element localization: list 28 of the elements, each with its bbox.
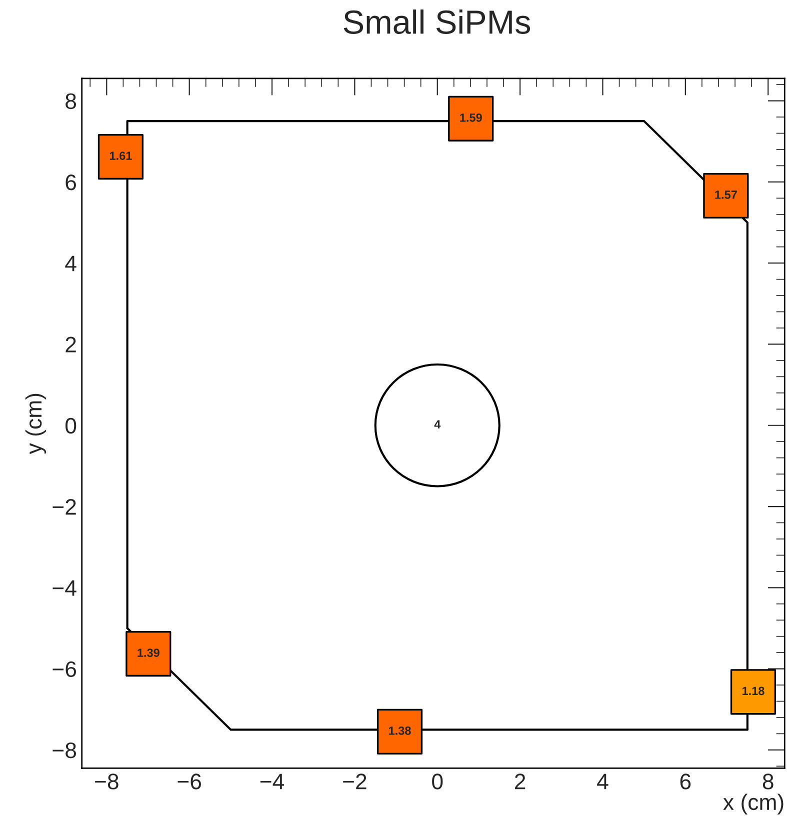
y-tick-label: −6 [52, 661, 76, 678]
x-tick-label: −4 [260, 774, 284, 790]
y-tick-label: 0 [65, 418, 76, 434]
y-tick-label: 8 [66, 93, 76, 110]
y-axis-title: y (cm) [25, 394, 46, 454]
x-tick-label: −8 [95, 774, 118, 790]
x-tick-label: −2 [343, 774, 366, 790]
annotation: 1.57 [715, 190, 737, 199]
x-tick-label: 2 [515, 774, 526, 790]
y-tick-label: 4 [65, 256, 76, 272]
y-tick-label: 2 [66, 336, 76, 352]
x-tick-label: 0 [432, 774, 443, 790]
annotation: 1.38 [389, 726, 411, 735]
x-axis-title: x (cm) [723, 794, 784, 814]
annotation: 1.18 [742, 686, 764, 696]
annotation: 1.59 [460, 113, 482, 122]
annotation: 4 [434, 420, 441, 428]
x-tick-label: 6 [680, 774, 691, 790]
x-tick-label: 4 [597, 774, 608, 790]
y-tick-label: −4 [52, 580, 76, 596]
annotation: 1.61 [110, 152, 132, 160]
x-tick-label: 8 [762, 774, 774, 790]
annotation: 1.39 [138, 648, 160, 657]
x-tick-label: −6 [178, 774, 202, 790]
chart-title: Small SiPMs [344, 10, 530, 34]
y-tick-label: −2 [52, 499, 76, 515]
y-tick-label: −8 [52, 742, 76, 758]
y-tick-label: 6 [66, 174, 76, 190]
